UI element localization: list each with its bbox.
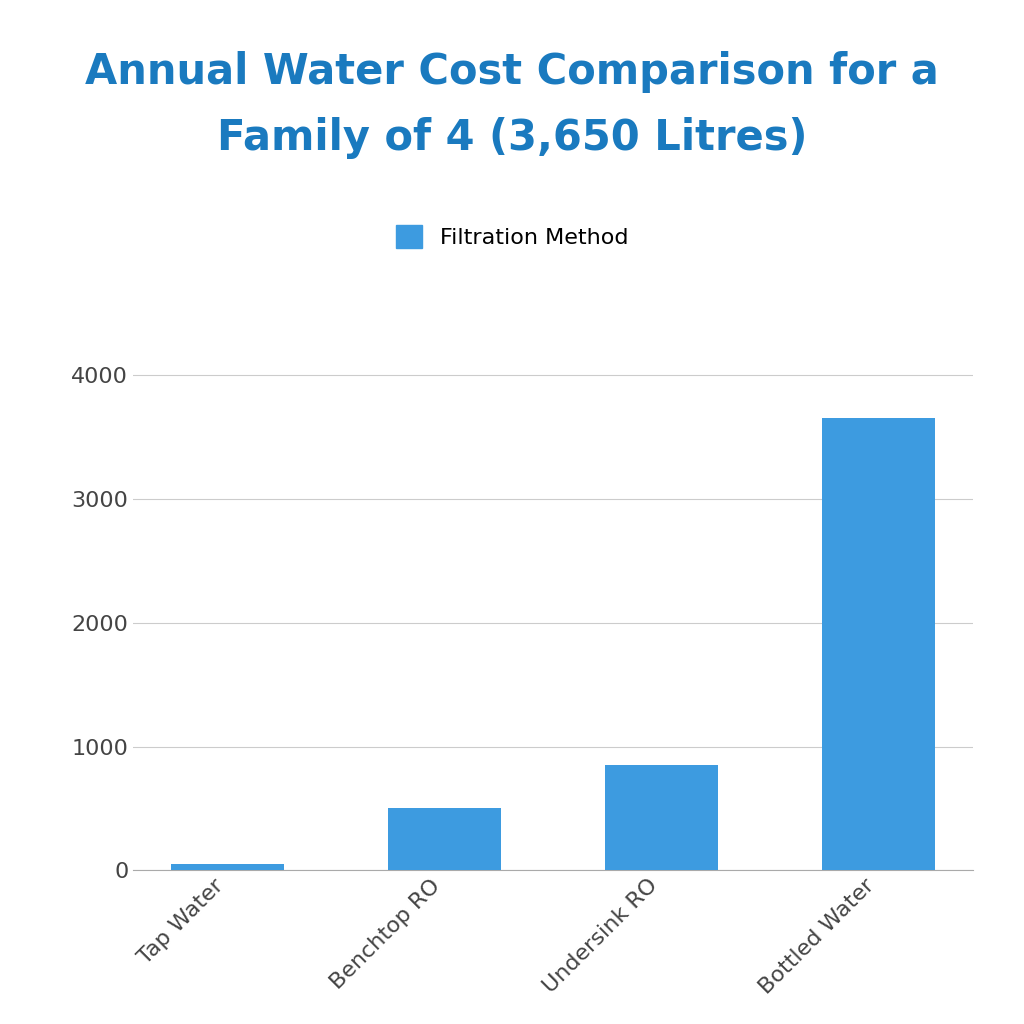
Bar [171, 864, 284, 870]
Bar [605, 765, 718, 870]
Bar [388, 809, 501, 870]
Text: Annual Water Cost Comparison for a: Annual Water Cost Comparison for a [85, 50, 939, 93]
Legend: Filtration Method: Filtration Method [387, 216, 637, 257]
Bar [822, 419, 935, 870]
Text: Family of 4 (3,650 Litres): Family of 4 (3,650 Litres) [217, 117, 807, 160]
